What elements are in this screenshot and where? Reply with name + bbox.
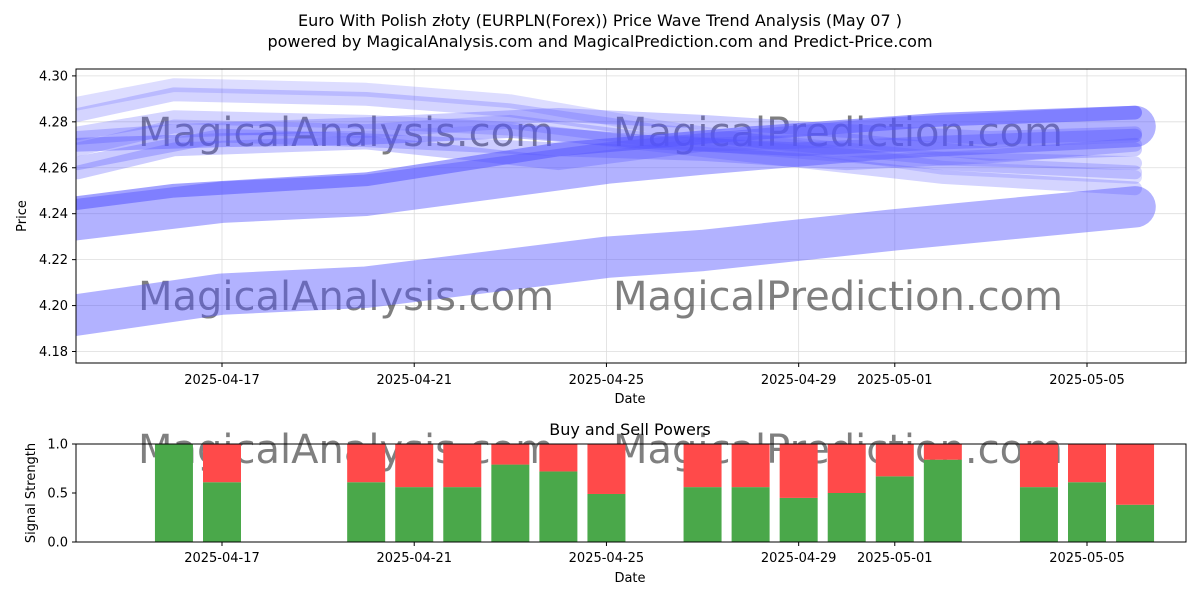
price-axes: 4.18 4.20 4.22 4.24 4.26 4.28 4.30 2025-04-17 20… bbox=[39, 69, 1125, 388]
wave-band-9 bbox=[76, 108, 1142, 145]
price-wave-chart: MagicalAnalysis.com MagicalPrediction.co… bbox=[15, 68, 1187, 407]
sell-bar-9 bbox=[731, 444, 770, 488]
buy-sell-bars bbox=[154, 444, 1155, 542]
buy-bar-14 bbox=[1019, 487, 1058, 542]
bars-y-tick-label-1: 0.5 bbox=[47, 487, 68, 502]
price-x-tick-label-1: 2025-04-21 bbox=[376, 373, 452, 388]
sell-bar-8 bbox=[683, 444, 722, 488]
price-y-tick-label-3: 4.24 bbox=[39, 207, 68, 222]
sell-bar-4 bbox=[443, 444, 482, 488]
sell-bar-16 bbox=[1116, 444, 1155, 505]
price-x-tick-label-2: 2025-04-25 bbox=[569, 373, 645, 388]
wave-band-6 bbox=[76, 110, 1142, 196]
price-x-label: Date bbox=[614, 392, 645, 407]
wave-bands bbox=[76, 78, 1156, 336]
sell-bar-10 bbox=[779, 444, 818, 498]
price-y-tick-label-0: 4.18 bbox=[39, 345, 68, 360]
buy-bar-13 bbox=[923, 459, 962, 542]
bars-x-tick-label-2: 2025-04-25 bbox=[569, 551, 645, 566]
buy-bar-6 bbox=[539, 471, 578, 542]
watermark-right-bottom: MagicalPrediction.com bbox=[613, 274, 1063, 320]
wave-band-5 bbox=[76, 78, 1142, 184]
bars-x-tick-label-0: 2025-04-17 bbox=[184, 551, 260, 566]
watermark-left-top: MagicalAnalysis.com bbox=[138, 110, 554, 156]
sell-bar-3 bbox=[395, 444, 434, 488]
buy-sell-axes: 0.0 0.5 1.0 2025-04-17 2025-04-21 2025-04-25 2… bbox=[47, 438, 1124, 567]
price-y-tick-label-2: 4.22 bbox=[39, 253, 68, 268]
chart-title: Euro With Polish złoty (EURPLN(Forex)) P… bbox=[298, 11, 902, 30]
buy-bar-4 bbox=[443, 487, 482, 542]
price-plot-frame bbox=[75, 68, 1187, 364]
sell-bar-11 bbox=[827, 444, 866, 493]
price-x-tick-label-3: 2025-04-29 bbox=[761, 373, 837, 388]
price-y-label: Price bbox=[15, 200, 30, 232]
chart-subtitle: powered by MagicalAnalysis.com and Magic… bbox=[267, 32, 932, 51]
bars-x-tick-label-1: 2025-04-21 bbox=[376, 551, 452, 566]
buy-bar-8 bbox=[683, 487, 722, 542]
wave-band-7 bbox=[76, 114, 1142, 180]
sell-bar-14 bbox=[1019, 444, 1058, 488]
sell-bar-13 bbox=[923, 444, 962, 460]
buy-bar-7 bbox=[587, 493, 626, 542]
price-y-tick-label-1: 4.20 bbox=[39, 299, 68, 314]
buy-bar-16 bbox=[1116, 504, 1155, 542]
watermark-left-bottom: MagicalAnalysis.com bbox=[138, 274, 554, 320]
buy-bar-1 bbox=[203, 482, 241, 542]
buy-bar-0 bbox=[154, 444, 193, 542]
buy-bar-12 bbox=[875, 476, 914, 542]
sell-bar-5 bbox=[491, 444, 530, 465]
wave-band-8 bbox=[76, 128, 1142, 171]
buy-bar-3 bbox=[395, 487, 434, 542]
bars-y-tick-label-2: 1.0 bbox=[47, 438, 68, 453]
buy-sell-chart: Buy and Sell Powers MagicalAnalysis.com … bbox=[24, 420, 1187, 586]
sell-bar-7 bbox=[587, 444, 626, 494]
bars-plot-frame bbox=[75, 443, 1187, 543]
wave-band-10 bbox=[76, 133, 1142, 180]
wave-band-1 bbox=[76, 105, 1156, 241]
sell-bar-1 bbox=[203, 444, 241, 483]
price-y-tick-label-4: 4.26 bbox=[39, 161, 68, 176]
wave-band-3 bbox=[76, 124, 1142, 157]
buy-sell-title: Buy and Sell Powers bbox=[549, 420, 711, 439]
buy-sell-y-label: Signal Strength bbox=[24, 443, 39, 543]
bars-x-tick-label-3: 2025-04-29 bbox=[761, 551, 837, 566]
price-y-tick-label-5: 4.28 bbox=[39, 115, 68, 130]
price-y-tick-label-6: 4.30 bbox=[39, 69, 68, 84]
buy-sell-x-label: Date bbox=[614, 571, 645, 586]
sell-bar-2 bbox=[347, 444, 386, 483]
buy-bar-5 bbox=[491, 464, 530, 542]
price-grid bbox=[76, 69, 1186, 363]
price-x-tick-label-0: 2025-04-17 bbox=[184, 373, 260, 388]
buy-bar-10 bbox=[779, 497, 818, 542]
buy-bar-2 bbox=[347, 482, 386, 542]
buy-bar-9 bbox=[731, 487, 770, 542]
price-x-tick-label-4: 2025-05-01 bbox=[857, 373, 933, 388]
wave-band-0 bbox=[76, 186, 1156, 336]
price-x-tick-label-5: 2025-05-05 bbox=[1049, 373, 1125, 388]
bars-x-tick-label-5: 2025-05-05 bbox=[1049, 551, 1125, 566]
bars-y-tick-label-0: 0.0 bbox=[47, 536, 68, 551]
sell-bar-6 bbox=[539, 444, 578, 472]
sell-bar-12 bbox=[875, 444, 914, 477]
sell-bar-15 bbox=[1068, 444, 1106, 483]
bars-x-tick-label-4: 2025-05-01 bbox=[857, 551, 933, 566]
buy-bar-15 bbox=[1068, 482, 1106, 542]
wave-band-4 bbox=[76, 87, 1142, 171]
buy-bar-11 bbox=[827, 493, 866, 542]
wave-band-2 bbox=[76, 105, 1142, 211]
